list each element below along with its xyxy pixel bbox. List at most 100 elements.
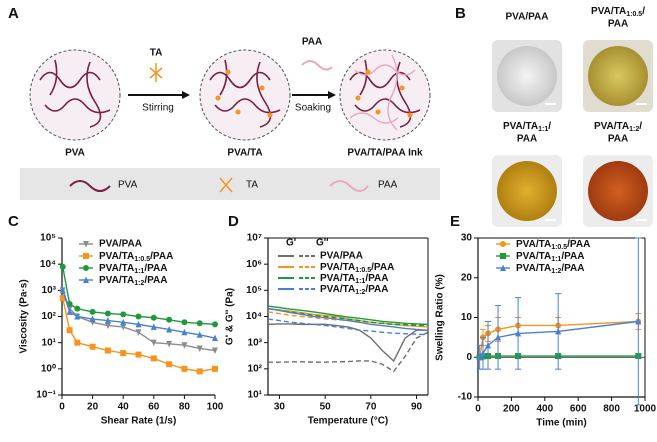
- marker: [555, 327, 562, 335]
- ta-icon: [149, 63, 163, 82]
- y-axis-label: G' & G'' (Pa): [225, 288, 236, 345]
- legend-label: PVA/TA1:1/PAA: [320, 273, 388, 285]
- x-tick-label: 400: [536, 404, 553, 415]
- circle-label: PVA/TA/PAA Ink: [347, 148, 423, 159]
- marker: [120, 323, 127, 331]
- x-tick-label: 70: [365, 402, 377, 413]
- legend-icon: [69, 180, 111, 192]
- x-tick-label: 30: [274, 402, 286, 413]
- arrow-head: [328, 91, 336, 99]
- marker: [89, 308, 96, 315]
- panel-letter: B: [455, 5, 466, 22]
- y-axis-label: Swelling Ratio (%): [435, 274, 446, 361]
- legend-bar: [20, 168, 440, 200]
- y-tick-label: -10: [458, 392, 473, 403]
- y-tick-label: 10¹: [42, 337, 57, 348]
- marker: [104, 347, 111, 354]
- arrow-head: [182, 91, 190, 99]
- photo-label: PAA: [517, 134, 537, 145]
- series-line: [267, 323, 428, 363]
- series-line: [268, 331, 429, 373]
- x-tick-label: 60: [148, 402, 160, 413]
- x-axis-label: Time (min): [536, 418, 586, 429]
- legend-label: PVA/TA1:1/PAA: [516, 251, 584, 263]
- legend-header: G': [286, 238, 296, 249]
- panel-letter: A: [8, 5, 19, 22]
- y-tick-label: 10²: [248, 363, 263, 374]
- panel-letter: E: [450, 213, 460, 230]
- arrow-bottom: Soaking: [295, 103, 331, 114]
- chains: [39, 59, 421, 128]
- marker: [500, 253, 506, 259]
- paa-icon: [301, 60, 333, 71]
- marker: [83, 241, 89, 248]
- photo-label: PVA/TA1:1/: [503, 121, 551, 133]
- photo-label: PVA/PAA: [506, 12, 549, 23]
- ta-dots: [215, 69, 413, 118]
- marker: [196, 345, 203, 352]
- x-tick-label: 40: [118, 402, 130, 413]
- marker: [150, 323, 157, 330]
- marker: [485, 341, 492, 349]
- panel-letter: D: [228, 213, 239, 230]
- y-tick-label: 20: [461, 272, 473, 283]
- marker: [166, 361, 173, 368]
- x-tick-label: 100: [207, 402, 224, 413]
- series-line: [267, 307, 429, 327]
- marker: [104, 322, 111, 330]
- marker: [166, 325, 173, 333]
- marker: [135, 329, 142, 336]
- arrow-bottom: Stirring: [142, 103, 174, 114]
- y-tick-label: 30: [461, 233, 473, 244]
- marker: [74, 305, 81, 312]
- legend-label: PVA/PAA: [320, 251, 363, 262]
- legend-label: PVA/TA1:0.5/PAA: [99, 251, 173, 263]
- y-tick-label: 10²: [42, 311, 57, 322]
- x-tick-label: 0: [475, 404, 481, 415]
- y-tick-label: 10⁶: [246, 259, 262, 270]
- marker: [120, 318, 127, 326]
- x-axis-label: Shear Rate (1/s): [101, 416, 177, 427]
- marker: [59, 263, 66, 270]
- sample: [497, 161, 557, 221]
- series-line: [62, 290, 216, 339]
- legend-icon: [329, 180, 369, 192]
- legend-label: PAA: [378, 180, 398, 191]
- legend-label: PVA/TA1:2/PAA: [99, 275, 167, 287]
- y-tick-label: 0: [466, 352, 472, 363]
- series-line: [267, 318, 429, 336]
- arrow-top: PAA: [302, 37, 322, 48]
- y-tick-label: 10⁴: [246, 311, 262, 322]
- marker: [83, 276, 89, 283]
- photo-label: PVA/TA1:0.5/: [591, 6, 645, 18]
- marker: [166, 340, 173, 348]
- marker: [212, 365, 218, 372]
- marker: [150, 314, 157, 321]
- marker: [181, 365, 188, 372]
- paa-chains: [349, 54, 416, 131]
- scale-bars: [545, 103, 647, 221]
- marker: [120, 311, 127, 318]
- series-line: [267, 305, 429, 326]
- y-tick-label: 10¹: [248, 390, 263, 401]
- y-tick-label: 10³: [42, 285, 57, 296]
- marker: [59, 295, 66, 302]
- x-tick-label: 600: [570, 404, 587, 415]
- arrow-top: TA: [150, 48, 163, 59]
- circle-label: PVA: [65, 148, 85, 159]
- sample: [497, 46, 557, 106]
- circle-label: PVA/TA: [227, 148, 262, 159]
- marker: [135, 313, 142, 320]
- marker: [74, 313, 81, 320]
- photo-label: PVA/TA1:2/: [594, 121, 642, 133]
- y-tick-label: 10⁰: [41, 363, 56, 374]
- x-tick-label: 90: [411, 402, 423, 413]
- marker: [150, 355, 157, 362]
- marker: [83, 253, 89, 259]
- marker: [515, 329, 522, 337]
- legend-label: PVA/TA1:0.5/PAA: [516, 239, 590, 251]
- marker: [500, 241, 506, 247]
- marker: [495, 333, 502, 341]
- marker: [635, 317, 642, 325]
